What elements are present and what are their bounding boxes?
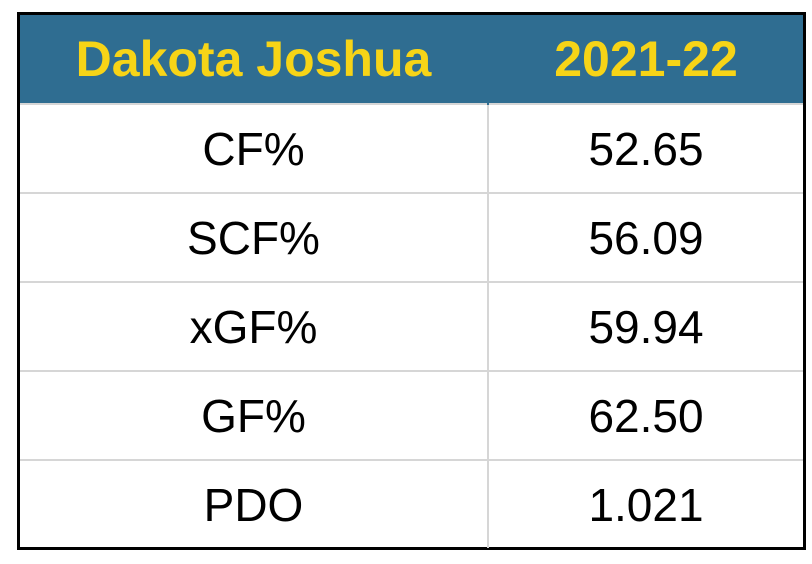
stat-name: xGF% xyxy=(20,281,488,371)
player-name: Dakota Joshua xyxy=(20,15,488,104)
stat-name: SCF% xyxy=(20,192,488,282)
table-head: Dakota Joshua 2021-22 xyxy=(20,15,803,104)
stats-table: Dakota Joshua 2021-22 CF% 52.65 SCF% 56.09 x… xyxy=(20,15,803,548)
stat-row: xGF% 59.94 xyxy=(20,281,803,371)
stat-name: PDO xyxy=(20,459,488,548)
stat-row: GF% 62.50 xyxy=(20,370,803,460)
header-row: Dakota Joshua 2021-22 xyxy=(20,15,803,104)
stat-value: 56.09 xyxy=(487,192,803,282)
stat-value: 1.021 xyxy=(487,459,803,548)
stat-value: 52.65 xyxy=(487,103,803,193)
season: 2021-22 xyxy=(487,15,803,104)
table-body: CF% 52.65 SCF% 56.09 xGF% 59.94 GF% 62.50 PDO 1.0… xyxy=(20,103,803,548)
stat-value: 62.50 xyxy=(487,370,803,460)
stat-row: SCF% 56.09 xyxy=(20,192,803,282)
stat-row: CF% 52.65 xyxy=(20,103,803,193)
stat-value: 59.94 xyxy=(487,281,803,371)
table-frame: Dakota Joshua 2021-22 CF% 52.65 SCF% 56.09 x… xyxy=(17,12,806,550)
stat-row: PDO 1.021 xyxy=(20,459,803,548)
stat-name: CF% xyxy=(20,103,488,193)
stat-name: GF% xyxy=(20,370,488,460)
